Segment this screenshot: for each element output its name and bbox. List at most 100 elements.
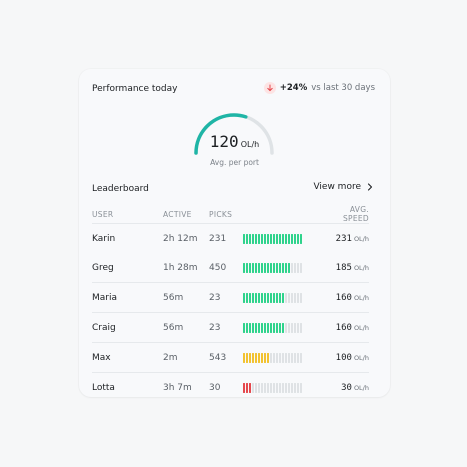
user-name: Max xyxy=(92,342,163,373)
speed-bar-tick xyxy=(246,233,248,244)
speed-bar-tick xyxy=(291,233,293,244)
avg-speed: 30 OL/h xyxy=(323,372,369,397)
speed-bar-tick xyxy=(276,382,278,393)
speed-bar-tick xyxy=(297,262,299,273)
speed-bar-tick xyxy=(300,292,302,303)
speed-bar-tick xyxy=(255,352,257,363)
speed-bar-tick xyxy=(276,233,278,244)
table-row[interactable]: Karin 2h 12m 231 231 OL/h xyxy=(92,223,369,253)
picks-count: 30 xyxy=(209,372,243,397)
table-row[interactable]: Greg 1h 28m 450 185 OL/h xyxy=(92,253,369,283)
speed-bar-tick xyxy=(258,352,260,363)
speed-bar-tick xyxy=(267,233,269,244)
speed-bar-tick xyxy=(249,292,251,303)
speed-bar-tick xyxy=(294,262,296,273)
speed-bar-tick xyxy=(252,233,254,244)
table-row[interactable]: Max 2m 543 100 OL/h xyxy=(92,342,369,373)
speed-bar-tick xyxy=(291,262,293,273)
speed-bar-tick xyxy=(267,322,269,333)
leaderboard-table: USER ACTIVE PICKS AVG. SPEED Karin 2h 12… xyxy=(92,205,369,397)
arrow-down-icon xyxy=(263,82,276,94)
performance-card: Performance today +24% vs last 30 days 1… xyxy=(79,69,390,397)
speed-bar-tick xyxy=(291,352,293,363)
speed-bar-tick xyxy=(273,322,275,333)
table-row[interactable]: Lotta 3h 7m 30 30 OL/h xyxy=(92,372,369,397)
active-time: 2m xyxy=(163,342,209,373)
speed-bar-tick xyxy=(249,322,251,333)
speed-bar-tick xyxy=(270,382,272,393)
gauge-caption: Avg. per port xyxy=(210,158,259,167)
chevron-right-icon xyxy=(367,183,373,191)
avg-speed: 100 OL/h xyxy=(323,342,369,373)
user-name: Karin xyxy=(92,223,163,253)
speed-bar-tick xyxy=(273,352,275,363)
speed-bar xyxy=(243,262,323,273)
column-header-picks: PICKS xyxy=(209,209,233,219)
speed-unit: OL/h xyxy=(353,234,369,243)
change-value: +24% xyxy=(279,83,308,93)
column-header-bar xyxy=(243,205,323,224)
active-time: 56m xyxy=(163,282,209,313)
table-row[interactable]: Craig 56m 23 160 OL/h xyxy=(92,312,369,343)
speed-bar-tick xyxy=(288,292,290,303)
speed-bar-tick xyxy=(297,382,299,393)
speed-bar-cell xyxy=(243,223,323,253)
speed-value: 160 xyxy=(335,292,352,303)
speed-bar-tick xyxy=(246,262,248,273)
speed-bar-tick xyxy=(291,322,293,333)
speed-bar-tick xyxy=(264,233,266,244)
column-header-active: ACTIVE xyxy=(163,209,192,219)
speed-value: 160 xyxy=(335,322,352,333)
speed-bar-tick xyxy=(285,262,287,273)
speed-value: 100 xyxy=(335,352,352,363)
speed-value: 30 xyxy=(341,382,352,393)
view-more-label: View more xyxy=(313,182,361,192)
picks-count: 23 xyxy=(209,282,243,313)
speed-bar-tick xyxy=(270,322,272,333)
speed-bar-tick xyxy=(294,233,296,244)
speed-bar-tick xyxy=(270,233,272,244)
speed-bar-tick xyxy=(297,352,299,363)
table-row[interactable]: Maria 56m 23 160 OL/h xyxy=(92,282,369,313)
speed-bar-tick xyxy=(279,322,281,333)
avg-speed: 185 OL/h xyxy=(323,253,369,283)
speed-bar-tick xyxy=(249,382,251,393)
gauge-fill xyxy=(194,113,274,155)
speed-bar xyxy=(243,352,323,363)
speed-bar-tick xyxy=(276,322,278,333)
speed-bar-tick xyxy=(294,382,296,393)
speed-bar-tick xyxy=(243,233,245,244)
speed-bar-tick xyxy=(261,233,263,244)
column-header-user: USER xyxy=(92,209,114,219)
view-more-link[interactable]: View more xyxy=(313,182,373,192)
speed-bar-tick xyxy=(243,352,245,363)
table-header: USER ACTIVE PICKS AVG. SPEED xyxy=(92,205,369,224)
speed-bar-tick xyxy=(243,292,245,303)
speed-bar-tick xyxy=(279,352,281,363)
speed-bar-tick xyxy=(267,352,269,363)
speed-bar-tick xyxy=(252,322,254,333)
speed-bar-cell xyxy=(243,372,323,397)
speed-bar-tick xyxy=(264,382,266,393)
speed-bar-tick xyxy=(261,292,263,303)
speed-bar-tick xyxy=(252,292,254,303)
speed-bar-tick xyxy=(246,292,248,303)
speed-bar-tick xyxy=(285,322,287,333)
speed-bar-tick xyxy=(249,233,251,244)
speed-bar-tick xyxy=(243,322,245,333)
user-name: Craig xyxy=(92,312,163,343)
speed-bar-tick xyxy=(300,262,302,273)
speed-bar-tick xyxy=(252,382,254,393)
speed-bar-tick xyxy=(276,352,278,363)
speed-bar-tick xyxy=(255,233,257,244)
speed-bar-tick xyxy=(279,382,281,393)
speed-bar-tick xyxy=(246,322,248,333)
speed-bar-tick xyxy=(243,382,245,393)
speed-bar-tick xyxy=(291,292,293,303)
picks-count: 231 xyxy=(209,223,243,253)
speed-bar-tick xyxy=(300,322,302,333)
speed-bar-tick xyxy=(276,292,278,303)
speed-bar-tick xyxy=(270,352,272,363)
speed-bar-tick xyxy=(282,262,284,273)
speed-bar-tick xyxy=(267,262,269,273)
